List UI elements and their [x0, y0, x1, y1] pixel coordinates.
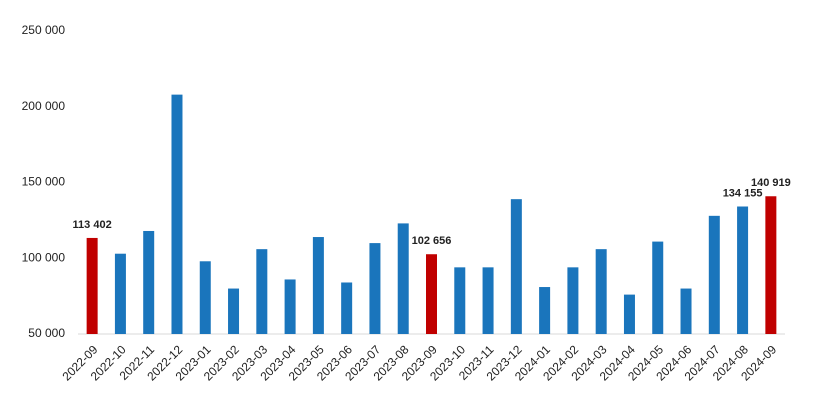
bar	[510, 199, 522, 334]
bar	[199, 261, 211, 334]
bar	[256, 249, 268, 334]
bar	[539, 287, 551, 334]
y-tick-label: 250 000	[22, 23, 66, 37]
bar	[341, 282, 353, 334]
bar	[454, 267, 466, 334]
y-tick-label: 100 000	[22, 250, 66, 264]
bar	[623, 294, 635, 334]
y-tick-label: 50 000	[28, 326, 65, 340]
value-label: 134 155	[723, 187, 763, 199]
bar	[284, 279, 296, 334]
bar	[737, 206, 749, 334]
bar	[369, 243, 381, 334]
bar	[114, 253, 126, 334]
bar	[680, 288, 692, 334]
bar	[652, 241, 664, 334]
value-label: 113 402	[73, 219, 112, 231]
y-tick-label: 200 000	[22, 99, 66, 113]
value-label: 140 919	[751, 177, 791, 189]
bar	[397, 223, 409, 334]
bar	[228, 288, 240, 334]
bar	[171, 94, 183, 334]
bar	[708, 215, 720, 334]
bar	[482, 267, 494, 334]
bar	[595, 249, 607, 334]
bar	[426, 254, 437, 334]
bar	[312, 237, 324, 334]
bar	[567, 267, 579, 334]
bar	[86, 237, 98, 334]
bar	[143, 230, 155, 334]
bar	[765, 196, 777, 334]
y-tick-label: 150 000	[22, 175, 66, 189]
value-label: 102 656	[412, 235, 452, 247]
